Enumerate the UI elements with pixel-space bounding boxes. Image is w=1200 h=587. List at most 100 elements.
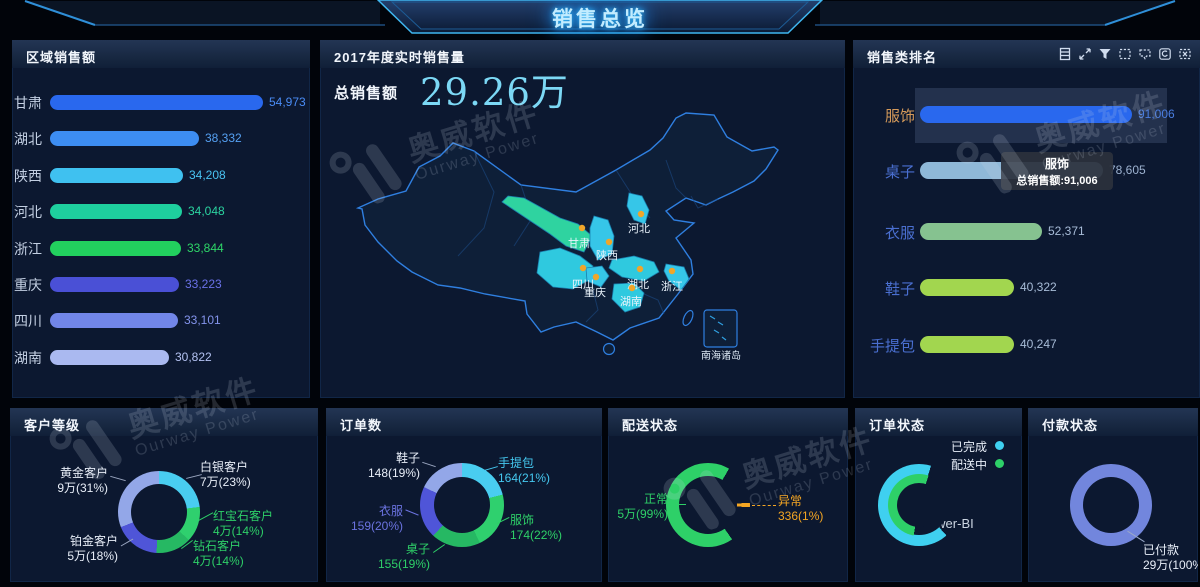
- donut-label-name: 衣服: [378, 504, 403, 518]
- bar-label: 浙江: [14, 241, 42, 257]
- panel-header: 2017年度实时销售量: [320, 40, 845, 68]
- bar-value: 30,822: [175, 350, 212, 364]
- customer-level-chart: 白银客户 7万(23%) 红宝石客户 4万(14%) 钻石客户 4万(14%) 铂金客户 5万…: [10, 408, 318, 582]
- donut-label-value: 4万(14%): [193, 554, 244, 568]
- province-dot[interactable]: [579, 264, 587, 272]
- province-label: 四川: [572, 279, 594, 291]
- donut-label-name: 正常: [643, 492, 668, 506]
- bar[interactable]: [920, 336, 1014, 353]
- region-sales-chart: 甘肃 54,973 湖北 38,332 陕西 34,208 河北 34,048 浙江 33,844…: [12, 40, 310, 398]
- panel-title: 订单状态: [869, 418, 926, 433]
- province-label: 甘肃: [568, 237, 590, 250]
- donut-label-name: 已付款: [1143, 543, 1180, 557]
- province-dot[interactable]: [605, 238, 613, 246]
- refresh-icon[interactable]: [1158, 47, 1172, 61]
- legend-label: 配送中: [950, 458, 987, 472]
- donut-label-value: 5万(99%): [617, 507, 668, 521]
- bar-label: 四川: [14, 313, 42, 329]
- panel-title: 销售类排名: [867, 50, 938, 65]
- bar-value: 40,322: [1020, 280, 1057, 294]
- donut-label: 正常 5万(99%): [608, 492, 668, 522]
- south-sea-label: 南海诸岛: [701, 349, 741, 362]
- table-icon[interactable]: [1058, 47, 1072, 61]
- bar[interactable]: [50, 350, 169, 365]
- delivery-status-chart: 正常 5万(99%) 异常 336(1%): [608, 408, 848, 582]
- panel-title: 付款状态: [1042, 418, 1099, 433]
- bar-label: 河北: [14, 204, 42, 220]
- donut-hole: [1083, 477, 1139, 533]
- clear-selection-icon[interactable]: [1178, 47, 1192, 61]
- province-dot[interactable]: [668, 267, 676, 275]
- donut-ring[interactable]: [1070, 464, 1152, 546]
- filter-icon[interactable]: [1098, 47, 1112, 61]
- province-dot[interactable]: [628, 284, 636, 292]
- bar-value: 54,973: [269, 95, 306, 109]
- bar[interactable]: [50, 131, 199, 146]
- highlighted-provinces[interactable]: [501, 192, 690, 313]
- bar-value: 38,332: [205, 131, 242, 145]
- marquee-select-icon[interactable]: [1118, 47, 1132, 61]
- panel-region-sales: 甘肃 54,973 湖北 38,332 陕西 34,208 河北 34,048 浙江 33,844…: [12, 40, 310, 398]
- panel-delivery-status: 正常 5万(99%) 异常 336(1%) 配送状态: [608, 408, 848, 582]
- label-lead-line: [405, 509, 419, 516]
- bar[interactable]: [50, 204, 182, 219]
- donut-ring[interactable]: [888, 474, 950, 536]
- legend-label: 已完成: [950, 440, 987, 454]
- legend-item-delivering[interactable]: 配送中: [903, 456, 1013, 472]
- donut-label-name: 桌子: [405, 542, 430, 556]
- province-dot[interactable]: [637, 210, 645, 218]
- page-title: 销售总览: [552, 8, 648, 31]
- total-sales-value: 29.26万: [420, 71, 569, 114]
- donut-label-name: 鞋子: [395, 451, 420, 465]
- donut-ring[interactable]: [666, 463, 750, 547]
- expand-icon[interactable]: [1078, 47, 1092, 61]
- bar-label: 湖北: [14, 131, 42, 147]
- label-lead-line: [484, 466, 498, 471]
- panel-header: 配送状态: [608, 408, 848, 436]
- bar[interactable]: [50, 277, 179, 292]
- label-lead-line: [198, 512, 214, 521]
- donut-label: 白银客户 7万(23%): [200, 460, 318, 490]
- donut-label-name: 服饰: [510, 513, 535, 527]
- bar-label: 鞋子: [884, 281, 915, 298]
- bar[interactable]: [50, 95, 263, 110]
- bar[interactable]: [50, 241, 181, 256]
- label-lead-line: [670, 504, 686, 505]
- bar[interactable]: [920, 223, 1042, 240]
- lasso-select-icon[interactable]: [1138, 47, 1152, 61]
- donut-label: 衣服 159(20%): [326, 504, 403, 534]
- donut-ring[interactable]: [118, 471, 200, 553]
- legend-dot: [995, 459, 1004, 468]
- province-dot[interactable]: [636, 265, 644, 273]
- bar-label: 桌子: [884, 164, 915, 181]
- page-header: 销售总览: [0, 0, 1200, 38]
- donut-label-name: 红宝石客户: [213, 509, 274, 523]
- rank-bars: 服饰 91,006 桌子 78,605 衣服 52,371 鞋子 40,322 手提包 40,24…: [853, 40, 1200, 398]
- donut-ring[interactable]: [420, 463, 504, 547]
- bar-value: 91,006: [1138, 107, 1175, 121]
- bar[interactable]: [920, 106, 1132, 123]
- donut-label-name: 手提包: [498, 456, 535, 470]
- header-decoration: [24, 0, 1176, 34]
- donut-hole: [434, 477, 490, 533]
- bar[interactable]: [50, 313, 178, 328]
- tooltip-series: 服饰: [1044, 157, 1069, 171]
- province-dot[interactable]: [578, 224, 586, 232]
- bar[interactable]: [50, 168, 183, 183]
- donut-hole: [131, 484, 187, 540]
- bar[interactable]: [920, 279, 1014, 296]
- donut-label-value: 4万(14%): [213, 524, 264, 538]
- donut-label: 异常 336(1%): [778, 494, 848, 524]
- bar-label: 甘肃: [14, 95, 42, 111]
- province-dot[interactable]: [592, 273, 600, 281]
- order-count-chart: 手提包 164(21%) 服饰 174(22%) 桌子 155(19%) 衣服 159(20%…: [326, 408, 602, 582]
- legend-item-completed[interactable]: 已完成: [903, 438, 1013, 454]
- order-status-chart: 已完成 配送中 Power-BI: [855, 408, 1022, 582]
- donut-label-value: 155(19%): [377, 557, 430, 571]
